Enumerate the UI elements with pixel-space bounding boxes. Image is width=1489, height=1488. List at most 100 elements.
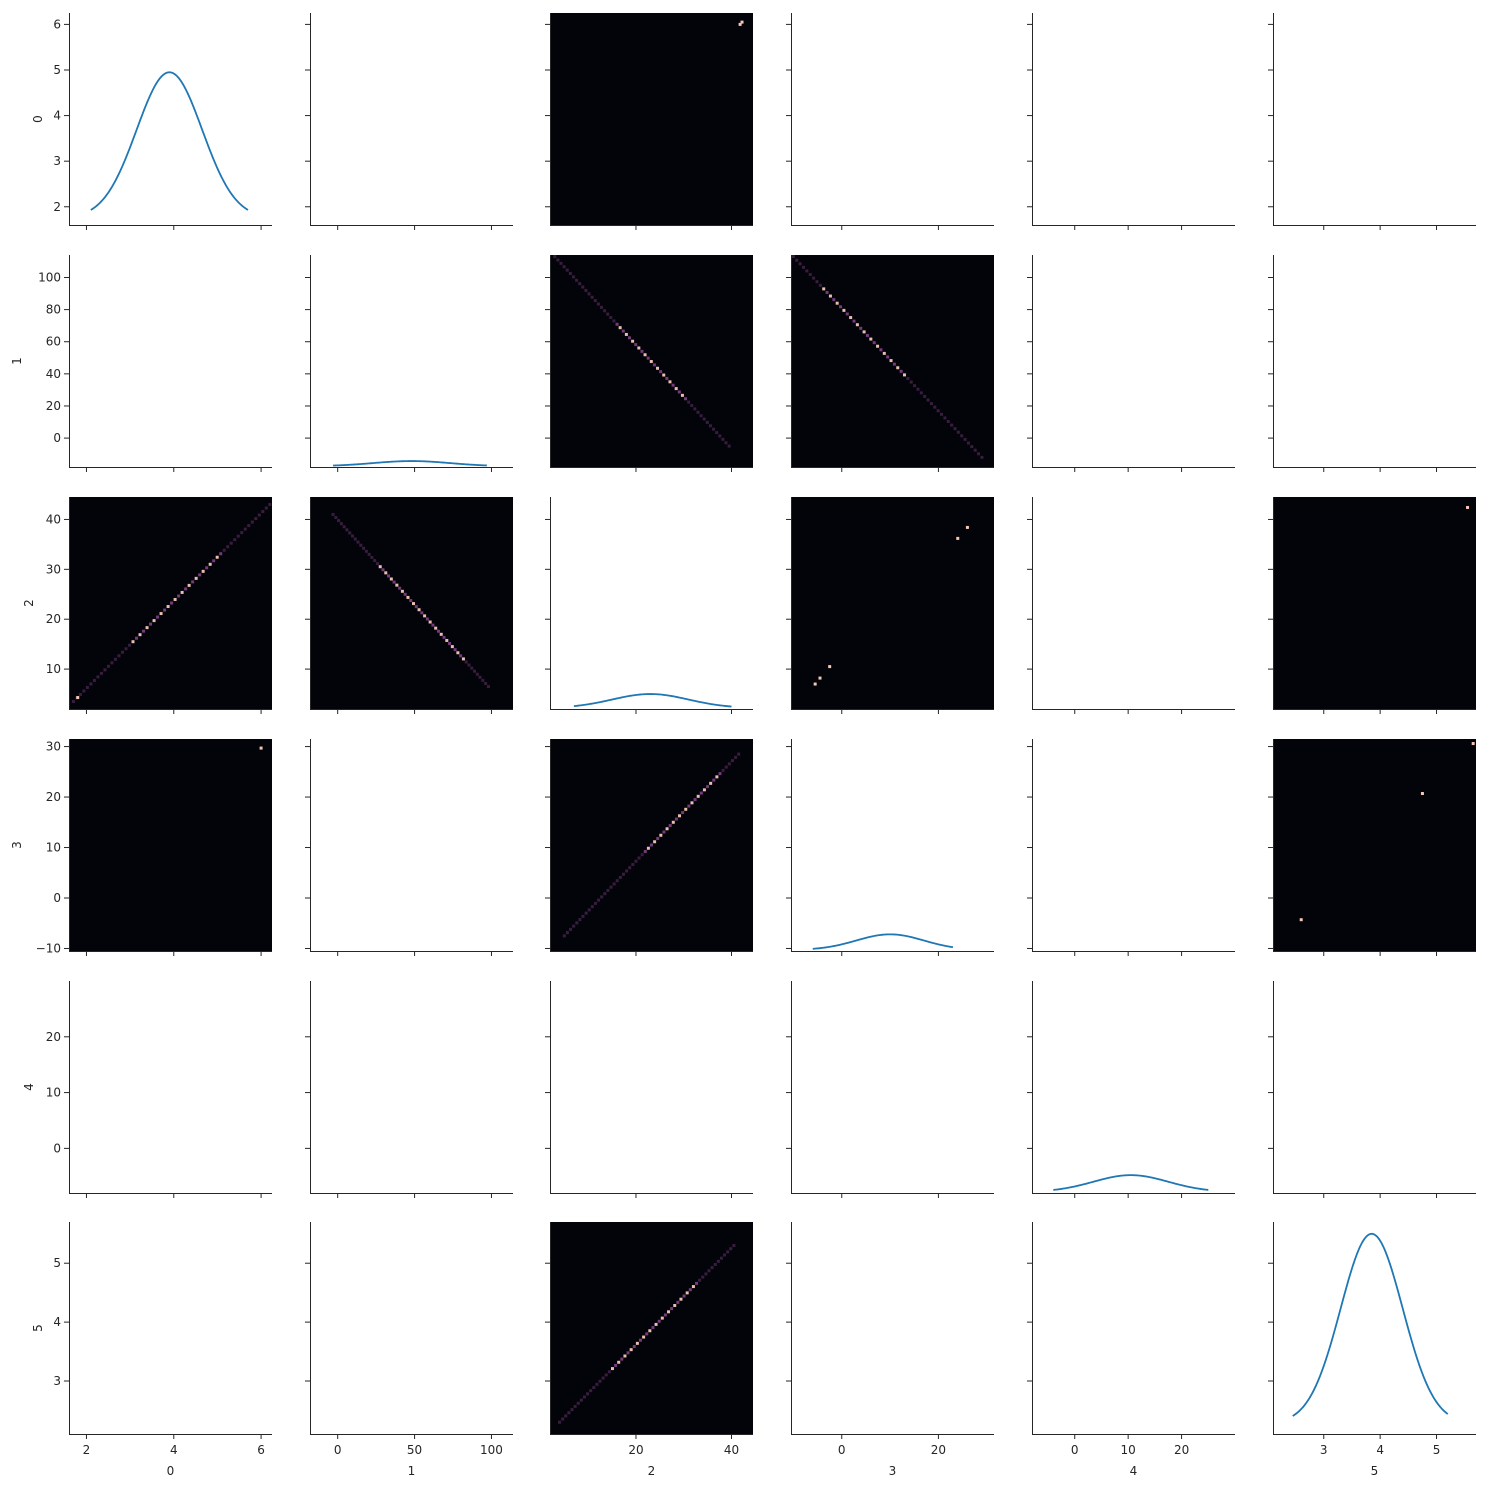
- x-tick-label: 0: [1071, 1443, 1079, 1457]
- heatmap-bin: [578, 918, 582, 922]
- heatmap-bin: [612, 319, 616, 323]
- heatmap-bin: [584, 911, 588, 915]
- heatmap-bin: [484, 681, 488, 685]
- heatmap-bin: [708, 424, 712, 428]
- heatmap-bin: [576, 1401, 580, 1405]
- heatmap-bin: [110, 661, 114, 665]
- heatmap-bin: [590, 905, 594, 909]
- heatmap-bin: [623, 1354, 627, 1358]
- heatmap-bin: [812, 276, 816, 280]
- heatmap-bin: [378, 565, 382, 569]
- heatmap-bin: [1299, 918, 1303, 922]
- heatmap-bin: [693, 407, 697, 411]
- heatmap-bin: [926, 398, 930, 402]
- heatmap-bin: [643, 849, 647, 853]
- heatmap-bin: [696, 410, 700, 414]
- subplot-5-5: 3 4 5: [1268, 1222, 1476, 1457]
- subplot-5-4: 0 10 20: [1027, 1222, 1235, 1457]
- heatmap-bin: [727, 762, 731, 766]
- subplot-4-0: 0 10 20: [46, 981, 272, 1198]
- heatmap-bin: [337, 519, 341, 523]
- heatmap-bin: [923, 394, 927, 398]
- heatmap-bin: [702, 417, 706, 421]
- heatmap-bin: [436, 629, 440, 633]
- heatmap-bin: [624, 332, 628, 336]
- heatmap-bin: [687, 400, 691, 404]
- subplot-3-2: [545, 739, 753, 956]
- x-tick-label: 5: [1433, 1443, 1441, 1457]
- heatmap-bin: [71, 700, 75, 704]
- heatmap-bin: [712, 778, 716, 782]
- heatmap-bin: [795, 258, 799, 262]
- heatmap-bin: [696, 794, 700, 798]
- heatmap-bin: [403, 592, 407, 596]
- subplot-2-4: [1027, 497, 1235, 714]
- subplot-0-2: [545, 13, 753, 230]
- heatmap-bin: [562, 934, 566, 938]
- heatmap-bin: [835, 301, 839, 305]
- heatmap-bin: [615, 322, 619, 326]
- heatmap-bin: [721, 437, 725, 441]
- heatmap-bin: [553, 255, 557, 259]
- heatmap-bin: [828, 665, 832, 669]
- heatmap-bin: [740, 20, 744, 24]
- heatmap-bin: [638, 1338, 642, 1342]
- heatmap-bin: [896, 366, 900, 370]
- heatmap-bin: [813, 682, 817, 686]
- heatmap-bin: [456, 651, 460, 655]
- heatmap-bin: [676, 1300, 680, 1304]
- kde-line-1: [333, 460, 487, 467]
- heatmap-bin: [226, 545, 230, 549]
- heatmap-bin: [719, 1256, 723, 1260]
- heatmap-bin: [184, 587, 188, 591]
- heatmap-bin: [467, 663, 471, 667]
- heatmap-bin: [562, 265, 566, 269]
- heatmap-bin: [389, 577, 393, 581]
- heatmap-bin: [618, 875, 622, 879]
- x-axis-label-4: 4: [1130, 1464, 1138, 1478]
- heatmap-bin: [832, 298, 836, 302]
- heatmap-bin: [564, 1414, 568, 1418]
- heatmap-bin: [565, 268, 569, 272]
- heatmap-bin: [652, 363, 656, 367]
- heatmap-bin: [670, 1307, 674, 1311]
- y-tick-label: 4: [53, 109, 61, 123]
- kde-line-5: [1292, 1232, 1449, 1417]
- heatmap-bin: [679, 1297, 683, 1301]
- heatmap-bin: [665, 827, 669, 831]
- subplot-3-4: [1027, 739, 1235, 956]
- heatmap-bin: [710, 1266, 714, 1270]
- heatmap-bin: [724, 765, 728, 769]
- heatmap-bin: [395, 583, 399, 587]
- heatmap-bin: [674, 817, 678, 821]
- heatmap-bin: [575, 278, 579, 282]
- heatmap-bin: [671, 820, 675, 824]
- heatmap-bin: [601, 1376, 605, 1380]
- heatmap-bin: [191, 580, 195, 584]
- heatmap-bin: [1466, 505, 1470, 509]
- heatmap-bin: [587, 292, 591, 296]
- y-tick-label: 30: [46, 740, 61, 754]
- heatmap-bin: [699, 414, 703, 418]
- heatmap-bin: [604, 1373, 608, 1377]
- heatmap-bin: [334, 516, 338, 520]
- heatmap-bin: [684, 397, 688, 401]
- heatmap-background: [69, 739, 272, 951]
- heatmap-bin: [734, 755, 738, 759]
- heatmap-bin: [659, 833, 663, 837]
- heatmap-bin: [667, 1310, 671, 1314]
- y-tick-label: 40: [46, 512, 61, 526]
- x-axis-label-5: 5: [1371, 1464, 1379, 1478]
- heatmap-bin: [481, 678, 485, 682]
- subplot-2-0: 10 20 30 40: [46, 497, 272, 714]
- heatmap-bin: [470, 666, 474, 670]
- heatmap-bin: [254, 517, 258, 521]
- y-tick-label: −10: [36, 941, 61, 955]
- subplot-3-3: [786, 739, 994, 956]
- heatmap-bin: [78, 692, 82, 696]
- heatmap-bin: [82, 689, 86, 693]
- subplot-3-1: [305, 739, 513, 956]
- y-tick-label: 20: [46, 612, 61, 626]
- heatmap-bin: [106, 664, 110, 668]
- subplot-1-3: [786, 255, 994, 472]
